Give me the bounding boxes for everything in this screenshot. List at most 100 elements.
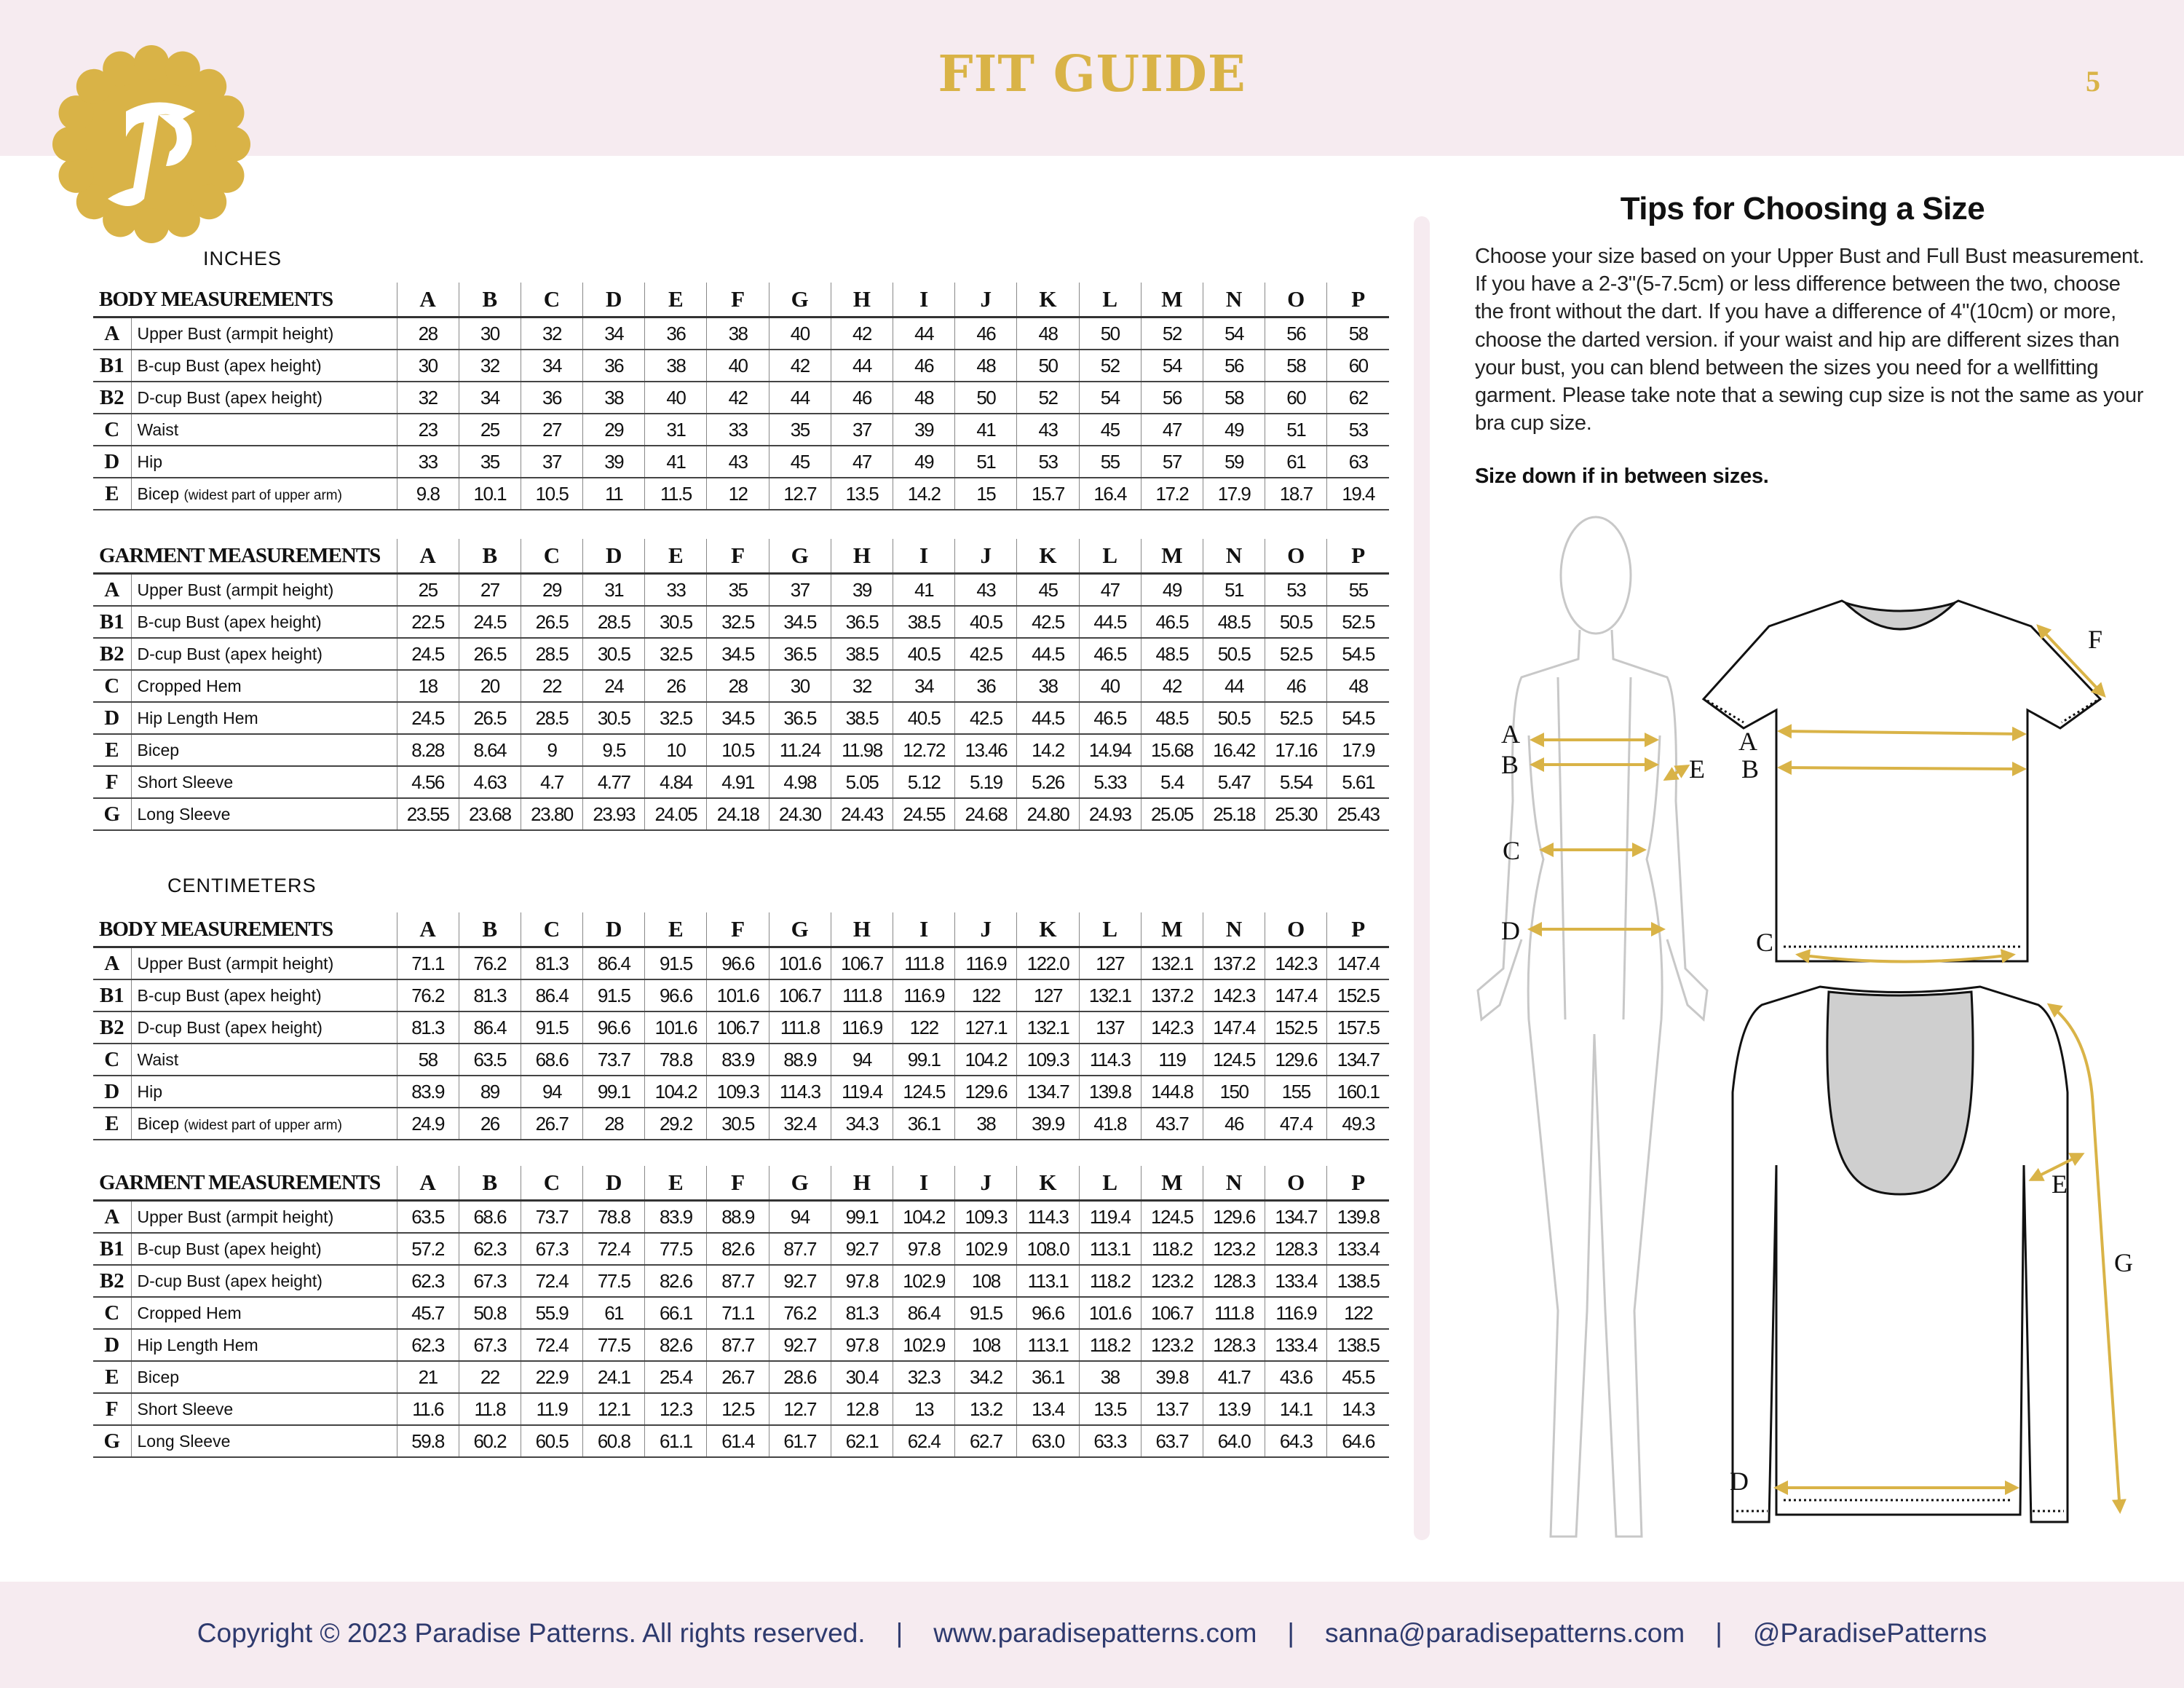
measurement-value: 13.5 [830,478,893,510]
table-row: E Bicep (widest part of upper arm) 24.9 26 2… [93,1108,1390,1140]
measurement-value: 29 [582,414,645,446]
measurement-value: 16.4 [1078,478,1142,510]
measurement-value: 25.43 [1326,798,1389,830]
measurement-value: 64.0 [1202,1425,1265,1457]
measurement-value: 29.2 [644,1108,707,1140]
measurement-value: 35 [768,414,831,446]
measurement-value: 46 [1265,670,1327,702]
measurement-value: 4.98 [768,766,831,798]
measurement-value: 77.5 [582,1329,645,1361]
measurement-value: 36.5 [768,638,831,670]
measurement-value: 92.7 [768,1329,831,1361]
footer-website-link[interactable]: www.paradisepatterns.com [933,1618,1257,1648]
table-row: D Hip 83.9 89 94 99.1 104.2 109.3 114.3 119.4 124.… [93,1076,1390,1108]
measurement-value: 155 [1265,1076,1327,1108]
measurement-value: 147.4 [1202,1011,1265,1044]
measurement-label-cell: Long Sleeve [130,798,397,830]
table-row: C Waist 58 63.5 68.6 73.7 78.8 83.9 88.9 94 99.1 10… [93,1044,1390,1076]
footer-email-link[interactable]: sanna@paradisepatterns.com [1325,1618,1685,1648]
measurement-value: 34 [520,350,583,382]
measurement-value: 26 [644,670,707,702]
measurement-value: 14.2 [1016,734,1080,766]
measurement-value: 29 [520,573,583,606]
measurement-value: 36.5 [768,702,831,734]
table-row: C Waist 23 25 27 29 31 33 35 37 39 41 43 45 47 49 51 53 [93,414,1390,446]
measurement-value: 24.1 [582,1361,645,1393]
measurement-value: 26.7 [706,1361,769,1393]
measurement-label-cell: Upper Bust (armpit height) [130,573,397,606]
measurement-value: 127 [1016,979,1080,1011]
size-column-header: H [830,283,893,318]
footer-separator: | [1287,1618,1295,1648]
measurement-label-cell: Short Sleeve [130,1393,397,1425]
measurement-value: 48.5 [1202,606,1265,638]
measurement-value: 38 [1078,1361,1142,1393]
measurement-value: 46 [830,382,893,414]
measurement-value: 33 [396,446,459,478]
tips-title: Tips for Choosing a Size [1620,191,1985,226]
measurement-value: 42 [706,382,769,414]
measurement-value: 24.5 [396,638,459,670]
croquis-label-c: C [1503,836,1520,865]
measurement-value: 17.9 [1202,478,1265,510]
measurement-label-cell: Hip [130,1076,397,1108]
measurement-value: 61.7 [768,1425,831,1457]
measurement-value: 46.5 [1078,638,1142,670]
measurement-value: 34 [458,382,521,414]
measurement-value: 43.6 [1265,1361,1327,1393]
measurement-value: 62.7 [954,1425,1017,1457]
table-title: GARMENT MEASUREMENTS [99,1170,381,1194]
size-column-header: C [520,912,583,947]
measurement-value: 64.6 [1326,1425,1389,1457]
measurement-value: 61.1 [644,1425,707,1457]
size-column-header: H [830,912,893,947]
measurement-value: 11.98 [830,734,893,766]
measurement-value: 52.5 [1326,606,1389,638]
measurement-code: E [105,738,119,762]
measurement-value: 36 [582,350,645,382]
measurement-value: 24 [582,670,645,702]
size-column-header: C [520,539,583,574]
measurement-note: (widest part of upper arm) [183,487,342,503]
measurement-value: 76.2 [396,979,459,1011]
measurement-label-cell: D-cup Bust (apex height) [130,1011,397,1044]
body-measurements-table-cm: BODY MEASUREMENTS A B C D E F G H I J K L M N O P A Upper … [93,912,1390,1140]
measurement-label: Hip Length Hem [137,1335,258,1354]
measurement-value: 82.6 [644,1329,707,1361]
measurement-value: 4.7 [520,766,583,798]
measurement-value: 18.7 [1265,478,1327,510]
measurement-value: 34 [892,670,955,702]
page-title: FIT GUIDE [938,45,1246,103]
table-row: B1 B-cup Bust (apex height) 57.2 62.3 67.3 72… [93,1233,1389,1265]
measurement-value: 60 [1326,350,1390,382]
paradise-patterns-logo [52,45,250,243]
measurement-value: 63.0 [1016,1425,1080,1457]
measurement-value: 60.2 [458,1425,521,1457]
measurement-label-cell: Bicep [130,734,397,766]
measurement-value: 106.7 [830,947,893,979]
measurement-value: 30.4 [830,1361,893,1393]
measurement-value: 64.3 [1265,1425,1327,1457]
measurement-value: 61 [1265,446,1327,478]
measurement-value: 52 [1140,317,1203,350]
measurement-code: A [104,1204,120,1228]
measurement-value: 106.7 [768,979,831,1011]
measurement-value: 24.80 [1016,798,1080,830]
size-column-header: I [893,912,955,947]
measurement-value: 28 [582,1108,645,1140]
measurement-value: 30 [396,350,459,382]
measurement-value: 30.5 [706,1108,769,1140]
measurement-value: 46.5 [1140,606,1203,638]
footer-social-handle[interactable]: @ParadisePatterns [1752,1618,1987,1648]
measurement-value: 27 [458,573,521,606]
measurement-value: 51 [1265,414,1327,446]
measurement-value: 23 [396,414,459,446]
measurement-value: 40 [768,317,831,350]
measurement-value: 11.9 [520,1393,583,1425]
measurement-value: 147.4 [1265,979,1327,1011]
size-column-header: G [768,539,831,574]
measurement-value: 82.6 [644,1265,707,1297]
measurement-value: 72.4 [582,1233,645,1265]
croquis-label-a: A [1501,719,1520,749]
measurement-value: 77.5 [582,1265,645,1297]
